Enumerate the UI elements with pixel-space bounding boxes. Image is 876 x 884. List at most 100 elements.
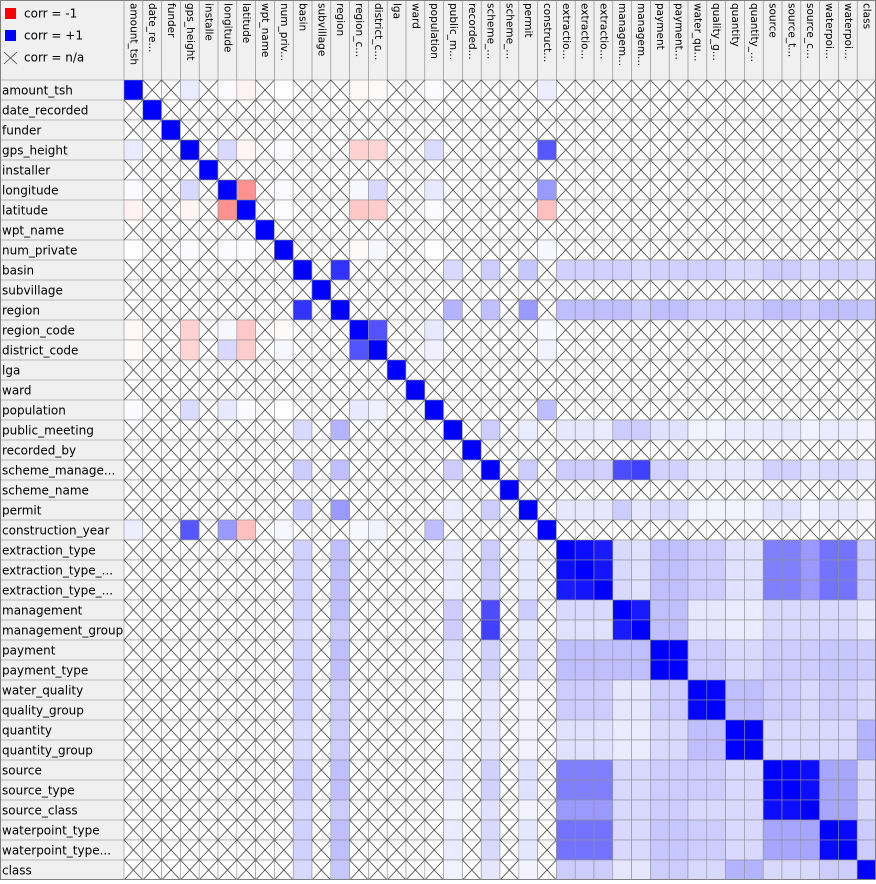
na-cross [856,159,876,181]
column-label: date_re... [146,3,158,53]
corr-cell [593,659,614,681]
na-cross [556,239,576,261]
corr-cell [330,599,350,621]
corr-cell [781,719,802,741]
corr-cell [687,299,708,321]
na-cross [819,219,839,241]
corr-cell [687,779,708,801]
corr-cell [330,739,350,761]
na-cross [612,99,632,121]
na-cross [274,479,294,501]
na-cross [499,219,520,241]
corr-cell [687,839,708,861]
na-cross [800,219,820,241]
na-cross [198,139,219,161]
na-cross [518,279,538,301]
corr-cell [744,599,764,621]
na-cross [142,559,162,581]
na-cross [631,159,651,181]
na-cross [744,519,764,541]
na-cross [593,519,614,541]
na-cross [800,79,820,101]
corr-cell [781,699,802,721]
corr-cell [762,799,783,821]
na-cross [744,339,764,361]
corr-cell [556,459,576,481]
corr-cell [518,539,538,561]
corr-cell [650,759,670,781]
corr-cell [668,659,689,681]
na-cross [856,339,876,361]
na-cross [518,339,538,361]
corr-cell [706,759,726,781]
na-cross [819,119,839,141]
na-cross [123,479,144,501]
na-cross [668,119,689,141]
na-cross [462,399,482,421]
na-cross [405,419,426,441]
corr-cell [311,279,332,301]
na-cross [255,519,275,541]
na-cross [518,319,538,341]
corr-cell [274,399,294,421]
corr-cell [706,739,726,761]
corr-cell [180,179,200,201]
na-cross [631,239,651,261]
corr-cell [781,419,802,441]
corr-cell [650,819,670,841]
corr-cell [762,819,783,841]
corr-cell [687,859,708,881]
na-cross [405,159,426,181]
corr-cell [800,579,820,601]
na-cross [744,239,764,261]
na-cross [161,539,181,561]
row-label: lga [2,364,20,378]
na-cross [311,479,332,501]
na-cross [311,119,332,141]
na-cross [612,139,632,161]
corr-cell [518,639,538,661]
na-cross [180,299,200,321]
row-label: district_code [2,344,78,358]
corr-cell [180,519,200,541]
na-cross [161,79,181,101]
na-cross [123,459,144,481]
na-cross [405,259,426,281]
corr-cell [292,579,313,601]
corr-cell [687,819,708,841]
corr-cell [631,559,651,581]
corr-cell [706,859,726,881]
corr-cell [762,459,783,481]
na-cross [668,219,689,241]
corr-cell [518,799,538,821]
na-cross [161,239,181,261]
corr-cell [574,819,595,841]
corr-cell [838,579,858,601]
corr-cell [650,679,670,701]
corr-cell [838,639,858,661]
corr-cell [856,779,876,801]
corr-cell [762,499,783,521]
na-cross [349,499,369,521]
na-cross [838,519,858,541]
na-cross [405,219,426,241]
corr-cell [744,839,764,861]
na-cross [518,119,538,141]
corr-cell [762,719,783,741]
na-cross [217,279,238,301]
na-cross [574,79,595,101]
na-cross [386,379,407,401]
column-label: basin [297,3,309,31]
na-cross [236,559,256,581]
column-label: waterpoi... [842,3,854,59]
na-cross [781,139,802,161]
row-label: scheme_name [2,484,89,498]
na-cross [462,359,482,381]
na-cross [217,299,238,321]
na-cross [838,439,858,461]
na-cross [236,539,256,561]
corr-cell [800,259,820,281]
corr-cell [574,679,595,701]
corr-cell [762,559,783,581]
na-cross [631,359,651,381]
